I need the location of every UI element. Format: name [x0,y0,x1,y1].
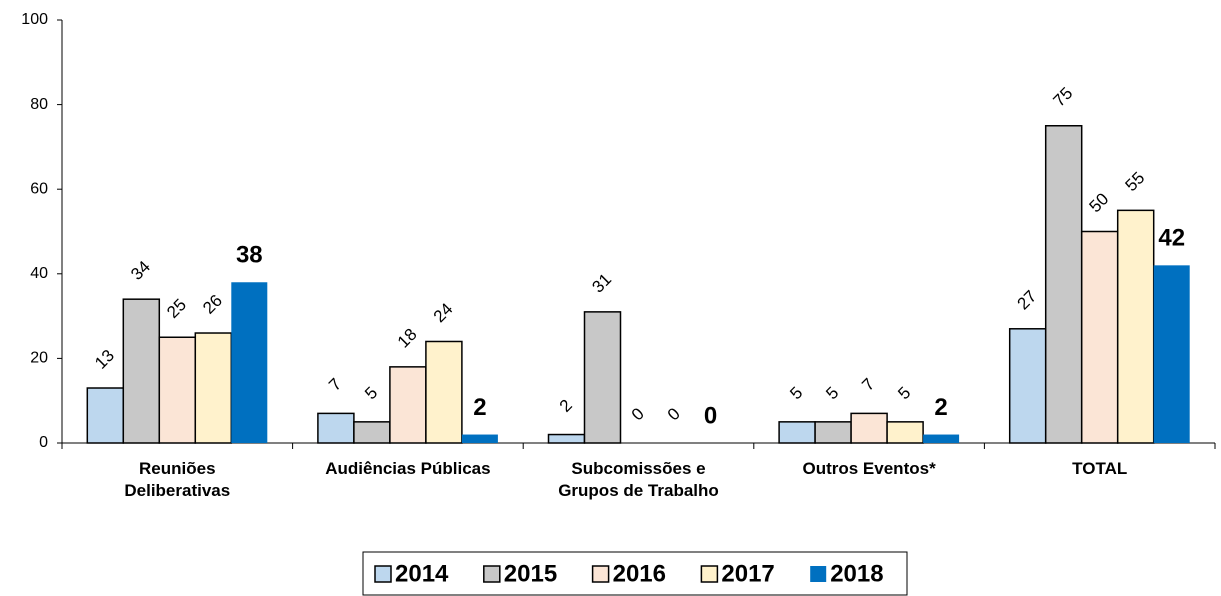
value-label: 5 [894,383,914,403]
legend-label: 2018 [830,560,883,587]
bar [1044,125,1083,444]
bar [389,366,427,444]
y-tick-label: 0 [39,434,48,451]
bar [425,340,463,444]
y-tick-label: 20 [30,350,48,367]
x-tick-label: Subcomissões e Grupos de Trabalho [558,459,719,500]
value-label: 55 [1122,168,1149,195]
bar [194,332,233,444]
y-tick-label: 100 [21,11,48,28]
value-label: 2 [934,394,947,421]
value-label: 7 [858,375,878,395]
x-tick-label: TOTAL [1072,459,1127,478]
value-label: 5 [361,383,381,403]
value-label: 27 [1014,287,1041,314]
bar [1116,209,1155,444]
bar [353,421,391,444]
legend-swatch [483,565,501,583]
legend-label: 2017 [721,560,774,587]
y-tick-label: 80 [30,96,48,113]
legend-label: 2014 [395,560,449,587]
value-label: 13 [91,346,118,373]
legend-swatch [374,565,392,583]
bar [814,421,852,444]
value-label: 18 [394,325,421,352]
bar [850,412,888,444]
value-label: 25 [163,295,190,322]
value-label: 5 [822,383,842,403]
value-label: 7 [325,375,345,395]
value-label: 2 [473,394,486,421]
bar [86,387,125,444]
value-label: 0 [704,402,717,429]
x-tick-label: Outros Eventos* [802,459,936,478]
x-tick-label: Reuniões Deliberativas [124,459,230,500]
value-label: 5 [786,383,806,403]
bar [461,434,498,443]
bar [231,282,268,443]
bar [583,311,622,444]
value-label: 2 [556,396,576,416]
bar [158,336,197,444]
y-tick-label: 40 [30,265,48,282]
bar [317,412,355,444]
value-label: 38 [236,242,263,269]
legend-swatch [700,565,719,583]
value-label: 42 [1158,225,1185,252]
value-label: 0 [628,404,648,424]
value-label: 24 [430,299,457,326]
value-label: 50 [1086,189,1113,216]
x-tick-label: Audiências Públicas [325,459,490,478]
value-label: 26 [199,291,226,318]
value-label: 34 [127,257,154,284]
legend-swatch [810,566,827,582]
bar [547,433,586,444]
bar [1008,328,1047,444]
legend-swatch [591,565,610,583]
bar [1080,230,1119,444]
legend-label: 2016 [613,560,666,587]
y-tick-label: 60 [30,180,48,197]
value-label: 31 [588,270,615,297]
bar [923,434,960,443]
bar [1153,265,1190,443]
bar [778,421,816,444]
bar [122,298,161,444]
value-label: 75 [1050,84,1077,111]
value-label: 0 [664,404,684,424]
bar [886,421,924,444]
legend-label: 2015 [504,560,557,587]
